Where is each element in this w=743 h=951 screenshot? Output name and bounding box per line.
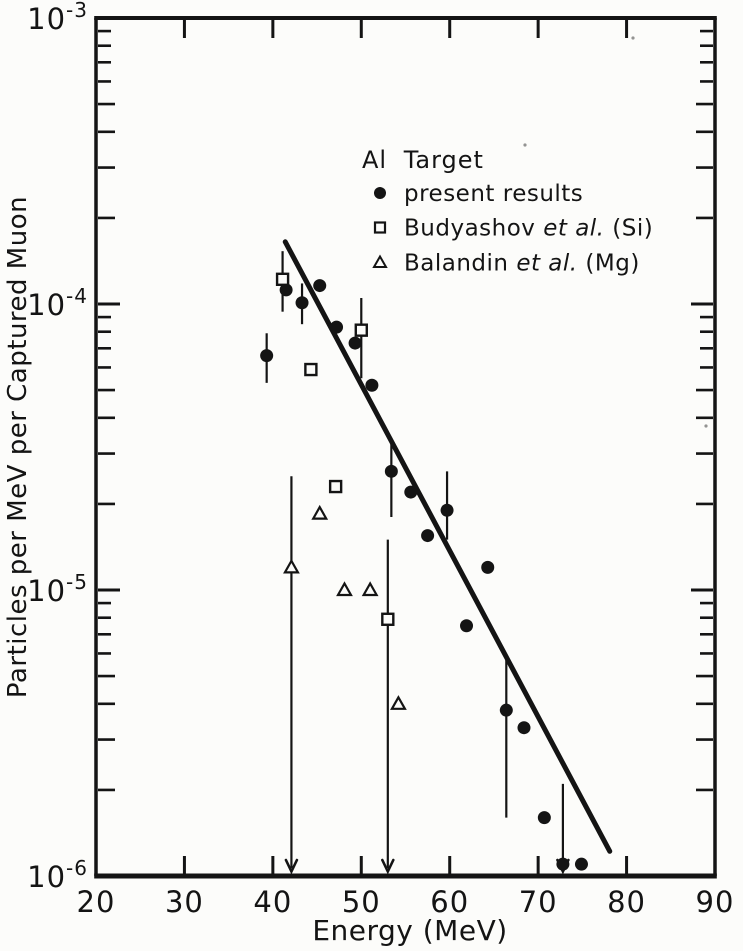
y-tick-label: 10-4 <box>27 284 88 322</box>
data-point-square <box>354 323 368 337</box>
lower-limit-arrowhead <box>381 858 395 875</box>
legend-marker-square <box>373 221 387 234</box>
data-point-circle <box>348 336 362 350</box>
y-tick-label: 10-5 <box>27 570 88 608</box>
x-axis-ticks <box>182 20 629 874</box>
data-point-circle <box>279 283 293 297</box>
y-tick-labels: 10-3 10-4 10-5 10-6 <box>27 0 88 894</box>
data-point-circle <box>260 349 274 363</box>
x-tick-label: 60 <box>430 885 469 919</box>
data-layer <box>260 239 613 875</box>
scan-speckle-dot <box>704 424 708 428</box>
x-tick-label: 20 <box>77 885 116 919</box>
data-point-circle <box>460 619 474 633</box>
data-point-square <box>275 272 290 287</box>
error-bars <box>265 251 570 875</box>
x-tick-label: 30 <box>165 885 204 919</box>
legend-item-label: Budyashov et al. (Si) <box>404 216 653 242</box>
data-point-circle <box>574 857 588 871</box>
legend-marker-circle <box>374 187 386 199</box>
x-axis-title: Energy (MeV) <box>312 914 507 947</box>
scan-speckles <box>523 36 708 428</box>
data-point-circle <box>481 560 495 574</box>
y-axis-ticks <box>98 29 713 792</box>
data-point-square <box>381 612 395 626</box>
lower-limit-arrowhead <box>284 858 299 875</box>
legend: present results Budyashov et al. (Si) Bala… <box>372 181 653 277</box>
scan-speckle-dot <box>523 143 527 147</box>
data-point-circle <box>365 378 379 392</box>
data-point-square <box>304 362 318 377</box>
legend-item-label: present results <box>404 181 583 207</box>
data-point-circle <box>556 857 570 871</box>
x-tick-label: 70 <box>519 885 558 919</box>
legend-title: Al Target <box>362 146 484 174</box>
data-point-triangle <box>361 581 379 597</box>
data-point-circle <box>499 703 513 717</box>
fit-line-group <box>282 239 613 854</box>
fit-line <box>282 239 613 854</box>
y-tick-label: 10-3 <box>27 0 88 36</box>
plot-frame <box>94 16 717 879</box>
scan-speckle-dot <box>631 36 635 40</box>
legend-marker-triangle <box>372 254 388 268</box>
data-point-circle <box>404 485 418 499</box>
y-tick-label: 10-6 <box>27 856 88 894</box>
data-point-circle <box>517 721 531 735</box>
data-point-triangle <box>283 558 300 574</box>
x-tick-label: 80 <box>607 885 646 919</box>
data-point-circle <box>440 503 454 517</box>
data-point-circle <box>421 529 435 543</box>
data-point-circle <box>313 279 327 293</box>
data-point-circle <box>537 811 551 825</box>
data-point-triangle <box>390 695 407 710</box>
data-point-triangle <box>311 504 329 520</box>
data-point-circle <box>384 464 398 478</box>
data-point-square <box>328 479 343 494</box>
x-tick-labels: 20 30 40 50 60 70 80 90 <box>77 885 735 919</box>
data-point-triangle <box>336 581 353 597</box>
x-tick-label: 50 <box>342 885 381 919</box>
data-point-circle <box>295 296 309 310</box>
x-tick-label: 40 <box>253 885 292 919</box>
y-axis-title: Particles per MeV per Captured Muon <box>3 196 33 698</box>
x-tick-label: 90 <box>696 885 735 919</box>
markers <box>260 272 588 871</box>
legend-item-label: Balandin et al. (Mg) <box>404 251 640 277</box>
data-point-circle <box>330 320 344 334</box>
